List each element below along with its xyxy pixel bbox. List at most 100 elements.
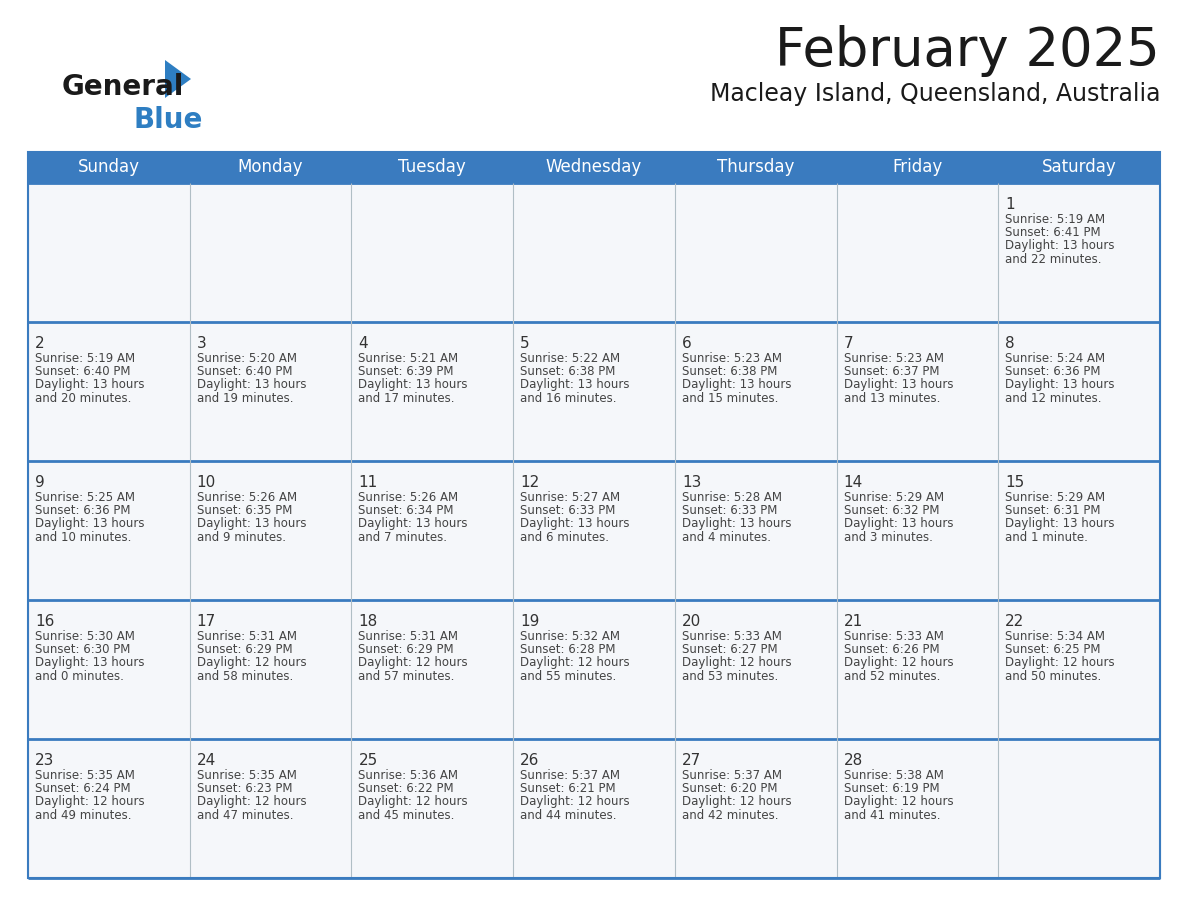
Text: Sunset: 6:27 PM: Sunset: 6:27 PM bbox=[682, 644, 777, 656]
Text: and 47 minutes.: and 47 minutes. bbox=[197, 809, 293, 822]
Text: 20: 20 bbox=[682, 614, 701, 629]
Text: and 19 minutes.: and 19 minutes. bbox=[197, 392, 293, 405]
Text: 5: 5 bbox=[520, 336, 530, 351]
Text: Monday: Monday bbox=[238, 159, 303, 176]
Text: Sunrise: 5:38 AM: Sunrise: 5:38 AM bbox=[843, 769, 943, 782]
Bar bbox=[998, 739, 1159, 878]
Bar bbox=[513, 600, 675, 739]
Text: and 45 minutes.: and 45 minutes. bbox=[359, 809, 455, 822]
Text: and 58 minutes.: and 58 minutes. bbox=[197, 669, 293, 683]
Text: 17: 17 bbox=[197, 614, 216, 629]
Text: and 1 minute.: and 1 minute. bbox=[1005, 531, 1088, 543]
Text: Daylight: 13 hours: Daylight: 13 hours bbox=[34, 518, 145, 531]
Text: Daylight: 13 hours: Daylight: 13 hours bbox=[34, 378, 145, 391]
Bar bbox=[998, 600, 1159, 739]
Text: Sunset: 6:22 PM: Sunset: 6:22 PM bbox=[359, 782, 454, 795]
Text: and 10 minutes.: and 10 minutes. bbox=[34, 531, 132, 543]
Text: Sunset: 6:40 PM: Sunset: 6:40 PM bbox=[34, 365, 131, 378]
Bar bbox=[513, 322, 675, 461]
Text: Daylight: 12 hours: Daylight: 12 hours bbox=[520, 795, 630, 809]
Text: Sunrise: 5:37 AM: Sunrise: 5:37 AM bbox=[682, 769, 782, 782]
Text: 18: 18 bbox=[359, 614, 378, 629]
Text: Daylight: 12 hours: Daylight: 12 hours bbox=[197, 795, 307, 809]
Text: Sunrise: 5:23 AM: Sunrise: 5:23 AM bbox=[843, 352, 943, 365]
Bar bbox=[190, 600, 352, 739]
Bar bbox=[29, 322, 190, 461]
Bar bbox=[352, 461, 513, 600]
Text: Sunset: 6:30 PM: Sunset: 6:30 PM bbox=[34, 644, 131, 656]
Bar bbox=[675, 183, 836, 322]
Text: Daylight: 12 hours: Daylight: 12 hours bbox=[359, 656, 468, 669]
Text: Daylight: 13 hours: Daylight: 13 hours bbox=[197, 518, 307, 531]
Text: Tuesday: Tuesday bbox=[398, 159, 466, 176]
Text: Sunrise: 5:33 AM: Sunrise: 5:33 AM bbox=[843, 630, 943, 643]
Text: Thursday: Thursday bbox=[718, 159, 795, 176]
Bar bbox=[836, 600, 998, 739]
Text: and 15 minutes.: and 15 minutes. bbox=[682, 392, 778, 405]
Text: Daylight: 13 hours: Daylight: 13 hours bbox=[34, 656, 145, 669]
Text: Daylight: 13 hours: Daylight: 13 hours bbox=[520, 518, 630, 531]
Text: Daylight: 13 hours: Daylight: 13 hours bbox=[682, 518, 791, 531]
Text: Daylight: 12 hours: Daylight: 12 hours bbox=[1005, 656, 1114, 669]
Text: Sunrise: 5:32 AM: Sunrise: 5:32 AM bbox=[520, 630, 620, 643]
Text: 13: 13 bbox=[682, 475, 701, 490]
Bar bbox=[29, 461, 190, 600]
Text: and 52 minutes.: and 52 minutes. bbox=[843, 669, 940, 683]
Bar bbox=[190, 739, 352, 878]
Text: Saturday: Saturday bbox=[1042, 159, 1117, 176]
Text: and 0 minutes.: and 0 minutes. bbox=[34, 669, 124, 683]
Text: Daylight: 13 hours: Daylight: 13 hours bbox=[1005, 518, 1114, 531]
Text: and 7 minutes.: and 7 minutes. bbox=[359, 531, 448, 543]
Text: 12: 12 bbox=[520, 475, 539, 490]
Text: Daylight: 13 hours: Daylight: 13 hours bbox=[197, 378, 307, 391]
Bar bbox=[675, 322, 836, 461]
Text: Sunrise: 5:19 AM: Sunrise: 5:19 AM bbox=[34, 352, 135, 365]
Text: and 57 minutes.: and 57 minutes. bbox=[359, 669, 455, 683]
Text: Daylight: 12 hours: Daylight: 12 hours bbox=[197, 656, 307, 669]
Text: Sunset: 6:21 PM: Sunset: 6:21 PM bbox=[520, 782, 615, 795]
Bar bbox=[998, 322, 1159, 461]
Text: Sunrise: 5:27 AM: Sunrise: 5:27 AM bbox=[520, 491, 620, 504]
Text: 27: 27 bbox=[682, 753, 701, 768]
Text: 6: 6 bbox=[682, 336, 691, 351]
Text: Sunset: 6:41 PM: Sunset: 6:41 PM bbox=[1005, 226, 1101, 240]
Text: and 6 minutes.: and 6 minutes. bbox=[520, 531, 609, 543]
Text: and 20 minutes.: and 20 minutes. bbox=[34, 392, 132, 405]
Text: 23: 23 bbox=[34, 753, 55, 768]
Bar bbox=[998, 183, 1159, 322]
Text: Daylight: 13 hours: Daylight: 13 hours bbox=[520, 378, 630, 391]
Bar bbox=[190, 322, 352, 461]
Text: Sunset: 6:36 PM: Sunset: 6:36 PM bbox=[1005, 365, 1101, 378]
Text: 26: 26 bbox=[520, 753, 539, 768]
Text: Sunset: 6:24 PM: Sunset: 6:24 PM bbox=[34, 782, 131, 795]
Text: Macleay Island, Queensland, Australia: Macleay Island, Queensland, Australia bbox=[709, 82, 1159, 106]
Text: Sunrise: 5:19 AM: Sunrise: 5:19 AM bbox=[1005, 213, 1105, 226]
Text: 3: 3 bbox=[197, 336, 207, 351]
Text: Sunrise: 5:31 AM: Sunrise: 5:31 AM bbox=[197, 630, 297, 643]
Bar bbox=[675, 739, 836, 878]
Text: and 41 minutes.: and 41 minutes. bbox=[843, 809, 940, 822]
Text: Sunset: 6:35 PM: Sunset: 6:35 PM bbox=[197, 504, 292, 517]
Text: 24: 24 bbox=[197, 753, 216, 768]
Text: 25: 25 bbox=[359, 753, 378, 768]
Text: Sunset: 6:28 PM: Sunset: 6:28 PM bbox=[520, 644, 615, 656]
Text: 28: 28 bbox=[843, 753, 862, 768]
Text: 10: 10 bbox=[197, 475, 216, 490]
Text: Sunset: 6:38 PM: Sunset: 6:38 PM bbox=[520, 365, 615, 378]
Text: Sunset: 6:39 PM: Sunset: 6:39 PM bbox=[359, 365, 454, 378]
Text: Sunrise: 5:31 AM: Sunrise: 5:31 AM bbox=[359, 630, 459, 643]
Text: 2: 2 bbox=[34, 336, 45, 351]
Text: Sunrise: 5:25 AM: Sunrise: 5:25 AM bbox=[34, 491, 135, 504]
Bar bbox=[352, 600, 513, 739]
Text: 1: 1 bbox=[1005, 197, 1015, 212]
Text: Wednesday: Wednesday bbox=[545, 159, 643, 176]
Bar bbox=[352, 322, 513, 461]
Bar bbox=[29, 739, 190, 878]
Bar bbox=[836, 739, 998, 878]
Bar bbox=[675, 600, 836, 739]
Text: Daylight: 13 hours: Daylight: 13 hours bbox=[359, 378, 468, 391]
Text: Sunset: 6:34 PM: Sunset: 6:34 PM bbox=[359, 504, 454, 517]
Bar bbox=[675, 461, 836, 600]
Text: 7: 7 bbox=[843, 336, 853, 351]
Text: Sunrise: 5:35 AM: Sunrise: 5:35 AM bbox=[34, 769, 135, 782]
